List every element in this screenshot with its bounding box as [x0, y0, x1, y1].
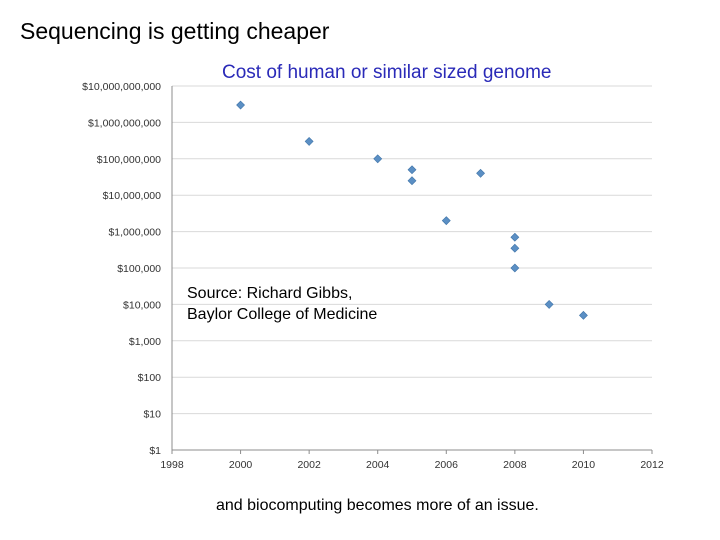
x-tick-label: 2004	[366, 459, 390, 471]
x-tick-label: 2008	[503, 459, 527, 471]
y-tick-label: $1,000,000,000	[88, 117, 161, 129]
chart-title: Cost of human or similar sized genome	[222, 62, 552, 83]
data-point-12	[579, 310, 588, 320]
y-tick-label: $1,000	[129, 336, 161, 348]
data-point-11	[544, 299, 554, 309]
source-note-line-1: Source: Richard Gibbs,	[187, 285, 353, 302]
axes	[171, 86, 653, 454]
x-tick-labels: 1998 2000 2002 2004 2006 2008 2010 2012	[160, 459, 664, 471]
data-point-2	[304, 137, 314, 146]
data-points	[236, 100, 588, 320]
y-tick-label: $1,000,000	[108, 227, 161, 239]
slide-title: Sequencing is getting cheaper	[20, 18, 330, 44]
x-tick-label: 1998	[160, 459, 184, 471]
y-tick-label: $10	[143, 409, 161, 421]
x-tick-label: 2012	[640, 459, 664, 471]
y-tick-labels: $10,000,000,000 $1,000,000,000 $100,000,00…	[82, 81, 161, 457]
x-tick-label: 2006	[435, 459, 459, 471]
data-point-5	[407, 176, 417, 186]
source-note: Source: Richard Gibbs, Baylor College of…	[187, 283, 377, 325]
x-tick-label: 2002	[297, 459, 321, 471]
y-tick-label: $1	[149, 445, 161, 457]
data-point-3	[373, 154, 383, 164]
data-point-9	[510, 243, 520, 253]
y-tick-label: $10,000	[123, 299, 161, 311]
footer-note: and biocomputing becomes more of an issu…	[216, 497, 539, 514]
y-tick-label: $10,000,000,000	[82, 81, 161, 93]
data-point-10	[510, 263, 520, 273]
y-tick-label: $100,000	[117, 263, 161, 275]
grid-lines	[172, 85, 652, 415]
data-point-1	[236, 100, 245, 110]
y-tick-label: $100	[138, 372, 162, 384]
data-point-7	[476, 168, 485, 178]
x-tick-label: 2010	[572, 459, 596, 471]
data-point-4	[407, 165, 417, 175]
data-point-8	[510, 232, 520, 242]
y-tick-label: $10,000,000	[103, 190, 162, 202]
source-note-line-2: Baylor College of Medicine	[187, 306, 378, 323]
data-point-6	[441, 216, 451, 226]
y-tick-label: $100,000,000	[97, 154, 161, 166]
x-tick-label: 2000	[229, 459, 253, 471]
